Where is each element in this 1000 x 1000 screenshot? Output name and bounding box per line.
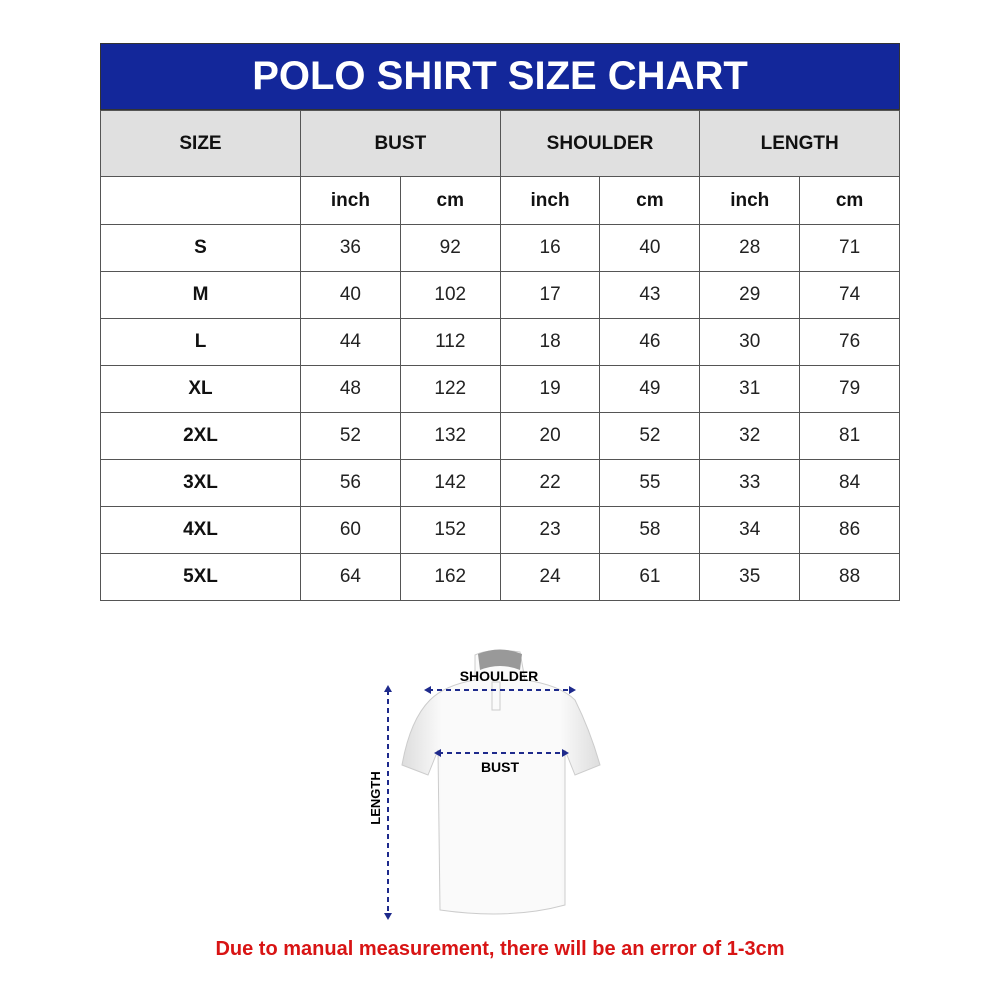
value-cell: 20: [499, 412, 601, 460]
size-cell: 5XL: [100, 553, 301, 601]
value-cell: 18: [499, 318, 601, 366]
value-cell: 46: [599, 318, 701, 366]
size-table: SIZE BUST SHOULDER LENGTH inch cm inch cm inch cm…: [100, 110, 900, 601]
value-cell: 40: [300, 271, 401, 319]
table-row: XL 48 122 19 49 31 79: [100, 365, 900, 413]
value-cell: 64: [300, 553, 401, 601]
value-cell: 79: [799, 365, 900, 413]
value-cell: 52: [300, 412, 401, 460]
chart-title: POLO SHIRT SIZE CHART: [100, 43, 900, 110]
table-row: 2XL 52 132 20 52 32 81: [100, 412, 900, 460]
value-cell: 92: [399, 224, 501, 272]
unit-cell: inch: [499, 176, 601, 225]
value-cell: 61: [599, 553, 701, 601]
value-cell: 28: [699, 224, 801, 272]
value-cell: 31: [699, 365, 801, 413]
length-label: LENGTH: [368, 771, 383, 824]
size-cell: L: [100, 318, 301, 366]
value-cell: 49: [599, 365, 701, 413]
size-cell: S: [100, 224, 301, 272]
units-row: inch cm inch cm inch cm: [100, 176, 900, 225]
polo-shirt-diagram: SHOULDER BUST LENGTH: [368, 649, 601, 920]
value-cell: 33: [699, 459, 801, 507]
value-cell: 48: [300, 365, 401, 413]
value-cell: 142: [399, 459, 501, 507]
table-row: L 44 112 18 46 30 76: [100, 318, 900, 366]
size-cell: 4XL: [100, 506, 301, 554]
value-cell: 76: [799, 318, 900, 366]
value-cell: 60: [300, 506, 401, 554]
value-cell: 74: [799, 271, 900, 319]
table-row: 3XL 56 142 22 55 33 84: [100, 459, 900, 507]
shoulder-label: SHOULDER: [460, 668, 539, 684]
value-cell: 17: [499, 271, 601, 319]
value-cell: 22: [499, 459, 601, 507]
value-cell: 132: [399, 412, 501, 460]
size-cell: 2XL: [100, 412, 301, 460]
value-cell: 32: [699, 412, 801, 460]
value-cell: 86: [799, 506, 900, 554]
value-cell: 30: [699, 318, 801, 366]
value-cell: 56: [300, 459, 401, 507]
value-cell: 16: [499, 224, 601, 272]
placket: [491, 681, 501, 711]
value-cell: 81: [799, 412, 900, 460]
value-cell: 88: [799, 553, 900, 601]
header-cell: SIZE: [100, 110, 301, 177]
value-cell: 102: [399, 271, 501, 319]
value-cell: 122: [399, 365, 501, 413]
value-cell: 44: [300, 318, 401, 366]
size-cell: 3XL: [100, 459, 301, 507]
value-cell: 162: [399, 553, 501, 601]
empty-cell: [100, 176, 301, 225]
measurement-note: Due to manual measurement, there will be…: [215, 938, 785, 960]
value-cell: 58: [599, 506, 701, 554]
value-cell: 84: [799, 459, 900, 507]
value-cell: 29: [699, 271, 801, 319]
unit-cell: inch: [699, 176, 801, 225]
header-row: SIZE BUST SHOULDER LENGTH: [100, 110, 900, 177]
shirt-body: [401, 650, 601, 915]
table-row: 5XL 64 162 24 61 35 88: [100, 553, 900, 601]
size-cell: XL: [100, 365, 301, 413]
value-cell: 23: [499, 506, 601, 554]
value-cell: 71: [799, 224, 900, 272]
header-cell: BUST: [300, 110, 501, 177]
table-row: S 36 92 16 40 28 71: [100, 224, 900, 272]
header-cell: LENGTH: [699, 110, 900, 177]
value-cell: 36: [300, 224, 401, 272]
table-row: M 40 102 17 43 29 74: [100, 271, 900, 319]
unit-cell: inch: [300, 176, 401, 225]
value-cell: 35: [699, 553, 801, 601]
shirt-collar: [478, 649, 522, 670]
value-cell: 55: [599, 459, 701, 507]
value-cell: 152: [399, 506, 501, 554]
value-cell: 19: [499, 365, 601, 413]
table-row: 4XL 60 152 23 58 34 86: [100, 506, 900, 554]
header-cell: SHOULDER: [499, 110, 701, 177]
value-cell: 24: [499, 553, 601, 601]
value-cell: 34: [699, 506, 801, 554]
value-cell: 112: [399, 318, 501, 366]
size-cell: M: [100, 271, 301, 319]
bust-label: BUST: [481, 759, 520, 775]
unit-cell: cm: [599, 176, 701, 225]
value-cell: 40: [599, 224, 701, 272]
value-cell: 43: [599, 271, 701, 319]
unit-cell: cm: [399, 176, 501, 225]
unit-cell: cm: [799, 176, 900, 225]
value-cell: 52: [599, 412, 701, 460]
